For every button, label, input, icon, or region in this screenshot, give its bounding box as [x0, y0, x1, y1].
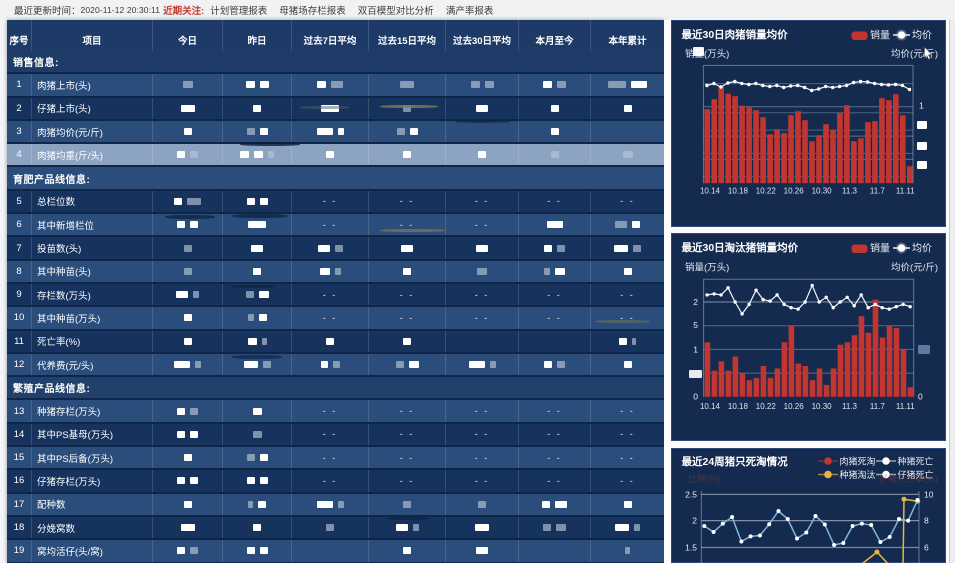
- svg-text:10.22: 10.22: [756, 187, 777, 196]
- svg-text:种猪淘汰: 种猪淘汰: [840, 469, 876, 480]
- svg-text:均价: 均价: [912, 243, 932, 255]
- svg-text:最近30日肉猪销量均价: 最近30日肉猪销量均价: [682, 28, 789, 41]
- svg-text:比例(%): 比例(%): [688, 473, 720, 484]
- svg-text:0: 0: [918, 392, 923, 402]
- svg-text:11.3: 11.3: [842, 402, 858, 411]
- svg-text:10.30: 10.30: [812, 187, 833, 196]
- svg-text:仔猪死亡: 仔猪死亡: [898, 469, 934, 480]
- svg-text:2: 2: [692, 516, 697, 526]
- svg-text:肉猪死淘: 肉猪死淘: [840, 456, 876, 467]
- svg-text:11.7: 11.7: [870, 187, 886, 196]
- svg-text:1.5: 1.5: [685, 543, 697, 553]
- svg-text:10.14: 10.14: [700, 402, 721, 411]
- svg-text:2.5: 2.5: [685, 490, 697, 500]
- svg-text:1: 1: [919, 101, 924, 111]
- svg-text:10.26: 10.26: [784, 402, 805, 411]
- svg-text:均价(元/斤): 均价(元/斤): [891, 262, 938, 274]
- svg-text:种猪死亡: 种猪死亡: [898, 456, 934, 467]
- svg-text:0: 0: [693, 392, 698, 402]
- svg-text:6: 6: [924, 543, 929, 553]
- svg-text:10.30: 10.30: [812, 402, 833, 411]
- svg-text:均价: 均价: [912, 30, 932, 42]
- svg-text:最近24周猪只死淘情况: 最近24周猪只死淘情况: [682, 455, 789, 468]
- svg-text:销量: 销量: [870, 242, 890, 255]
- svg-text:销量(万头): 销量(万头): [685, 262, 729, 274]
- svg-text:2: 2: [693, 297, 698, 307]
- svg-text:11.7: 11.7: [870, 402, 886, 411]
- svg-text:仔猪死亡率(%): 仔猪死亡率(%): [879, 473, 938, 484]
- svg-text:销量: 销量: [870, 29, 890, 42]
- svg-text:8: 8: [924, 516, 929, 526]
- svg-text:11.11: 11.11: [896, 187, 915, 196]
- svg-text:1: 1: [693, 345, 698, 355]
- svg-text:10.18: 10.18: [728, 402, 749, 411]
- svg-text:10: 10: [924, 490, 934, 500]
- svg-text:销量(万头): 销量(万头): [685, 48, 729, 60]
- svg-text:5: 5: [693, 320, 698, 330]
- svg-text:10.22: 10.22: [756, 402, 777, 411]
- svg-text:11.3: 11.3: [842, 187, 858, 196]
- svg-text:10.18: 10.18: [728, 187, 749, 196]
- svg-text:11.11: 11.11: [896, 402, 915, 411]
- svg-text:10.26: 10.26: [784, 187, 805, 196]
- svg-text:10.14: 10.14: [700, 187, 721, 196]
- svg-text:最近30日淘汰猪销量均价: 最近30日淘汰猪销量均价: [682, 241, 799, 254]
